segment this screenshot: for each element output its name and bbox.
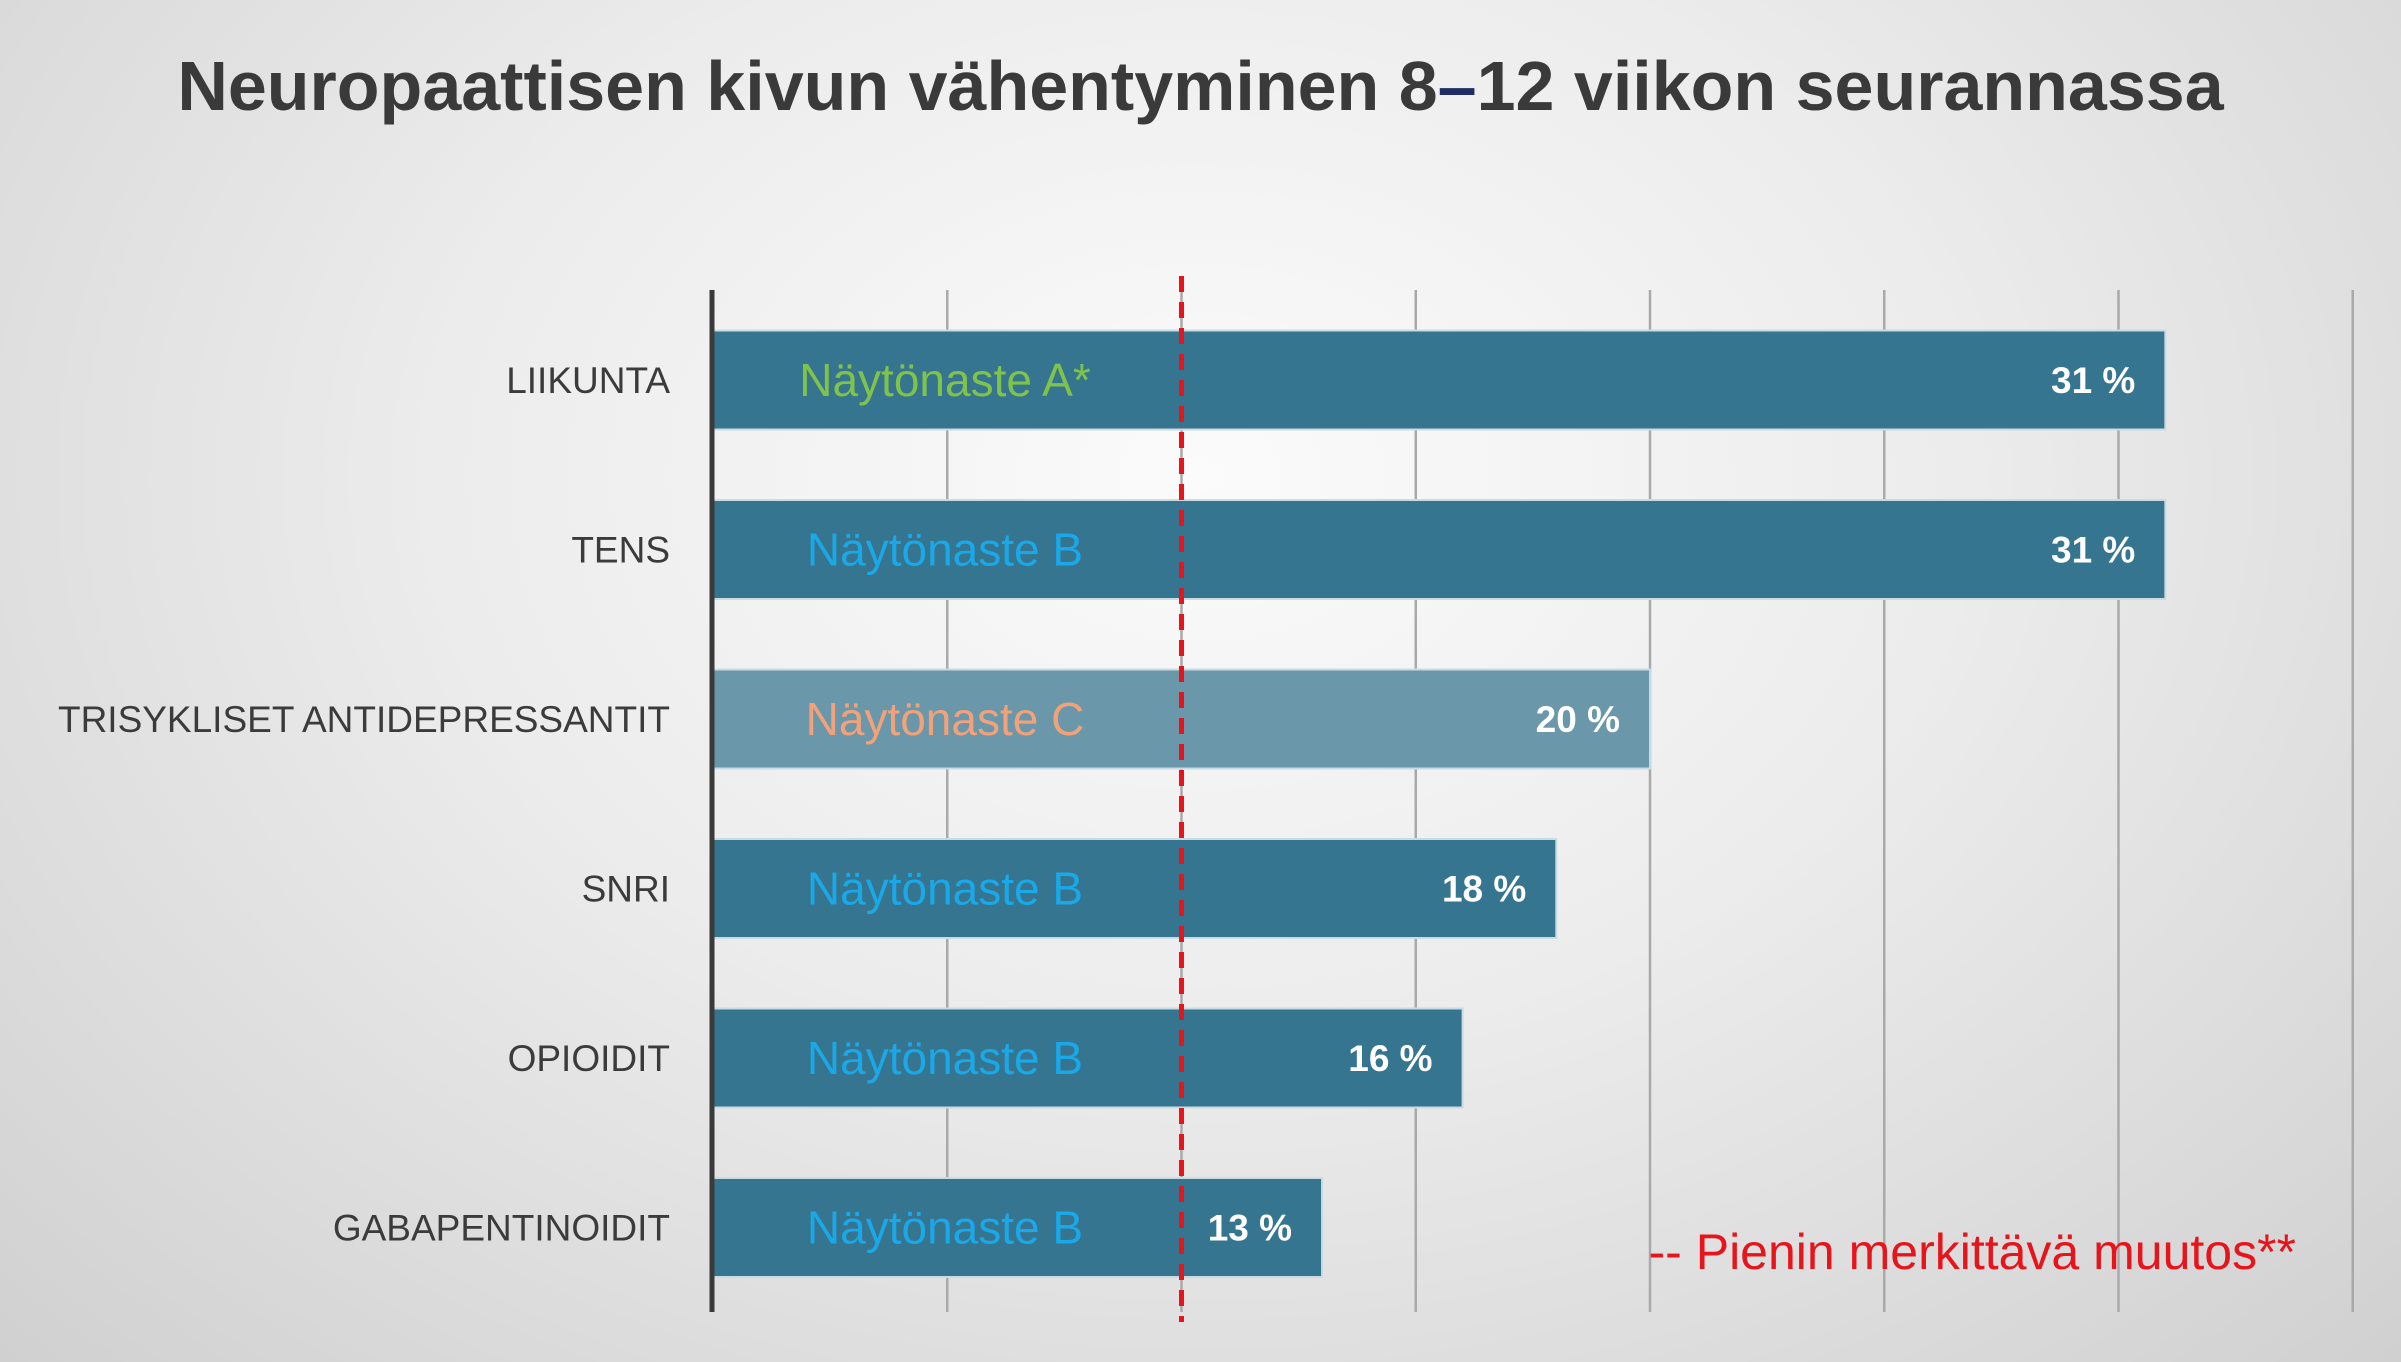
category-label-3: SNRI — [582, 869, 670, 910]
bar-3 — [712, 838, 1558, 939]
title-dash: – — [1437, 47, 1477, 125]
value-label-4: 16 % — [1348, 1038, 1432, 1079]
value-label-0: 31 % — [2051, 360, 2135, 401]
bar-0 — [712, 329, 2167, 431]
category-label-0: LIIKUNTA — [506, 360, 670, 401]
chart-title: Neuropaattisen kivun vähentyminen 8–12 v… — [0, 34, 2401, 138]
category-label-4: OPIOIDIT — [508, 1038, 670, 1079]
value-label-5: 13 % — [1208, 1208, 1292, 1249]
evidence-label-2: Näytönaste C — [806, 693, 1085, 745]
value-label-3: 18 % — [1442, 869, 1526, 910]
value-label-1: 31 % — [2051, 530, 2135, 571]
value-label-2: 20 % — [1536, 699, 1620, 740]
evidence-label-4: Näytönaste B — [807, 1032, 1083, 1084]
evidence-label-0: Näytönaste A* — [799, 354, 1091, 406]
title-part-2: 12 viikon seurannassa — [1476, 47, 2224, 125]
category-label-5: GABAPENTINOIDIT — [333, 1208, 670, 1249]
title-part-1: Neuropaattisen kivun vähentyminen 8 — [177, 47, 1438, 125]
evidence-label-5: Näytönaste B — [807, 1202, 1083, 1254]
bar-1 — [712, 499, 2167, 600]
reference-line-label: -- Pienin merkittävä muutos** — [1649, 1224, 2296, 1280]
category-label-1: TENS — [571, 530, 670, 571]
evidence-label-1: Näytönaste B — [807, 524, 1083, 576]
category-label-2: TRISYKLISET ANTIDEPRESSANTIT — [58, 699, 670, 740]
evidence-label-3: Näytönaste B — [807, 863, 1083, 915]
